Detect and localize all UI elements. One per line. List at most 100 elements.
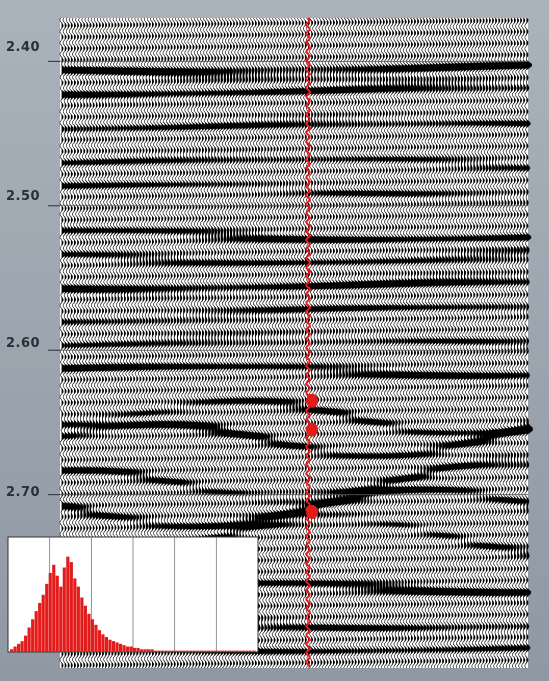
wiggle-trace <box>265 17 273 669</box>
wiggle-trace-fill <box>83 18 90 668</box>
wiggle-trace-fill <box>120 18 128 668</box>
histogram-bar <box>27 627 31 652</box>
wiggle-trace-fill <box>301 18 308 668</box>
wiggle-trace <box>374 17 384 669</box>
wiggle-trace <box>452 17 462 669</box>
wiggle-trace-fill <box>148 18 156 668</box>
histogram-bar <box>69 562 73 652</box>
wiggle-trace <box>383 17 393 669</box>
wiggle-trace-fill <box>86 18 93 668</box>
histogram-bar <box>157 650 161 652</box>
wiggle-trace <box>468 17 478 669</box>
wiggle-trace-fill <box>280 18 287 668</box>
wiggle-trace-fill <box>170 18 177 668</box>
histogram-bar <box>252 650 256 652</box>
wiggle-trace-fill <box>460 18 468 668</box>
wiggle-trace-fill <box>180 18 186 668</box>
wiggle-trace-fill <box>320 18 327 668</box>
histogram-bar <box>171 650 175 652</box>
wiggle-trace <box>480 17 490 669</box>
wiggle-trace-fill <box>495 18 502 668</box>
histogram-bar <box>133 647 137 652</box>
well-trace <box>304 17 312 669</box>
wiggle-trace-fill <box>127 18 134 668</box>
wiggle-trace <box>474 17 484 669</box>
histogram-bar <box>234 650 239 652</box>
time-label-2-60: 2.60 <box>6 336 41 351</box>
wiggle-trace <box>521 17 531 669</box>
wiggle-trace-fill <box>485 18 493 668</box>
wiggle-trace-fill <box>510 18 519 668</box>
wiggle-trace-fill <box>429 18 436 668</box>
histogram-bar <box>199 650 203 652</box>
time-label-2-50: 2.50 <box>6 189 41 204</box>
wiggle-trace <box>465 17 475 669</box>
histogram-bar <box>154 650 158 652</box>
wiggle-trace <box>436 17 446 669</box>
histogram-bar <box>206 650 210 652</box>
wiggle-trace-fill <box>286 18 293 668</box>
wiggle-trace-fill <box>392 18 399 668</box>
histogram-bar <box>147 649 151 652</box>
histogram-bar <box>111 641 116 652</box>
histogram-bar <box>118 643 123 652</box>
wiggle-traces <box>59 17 534 669</box>
wiggle-trace <box>334 17 343 669</box>
wiggle-trace <box>396 17 405 669</box>
wiggle-trace-fill <box>189 18 195 668</box>
wiggle-trace-fill <box>523 18 531 668</box>
wiggle-trace-fill <box>145 18 153 668</box>
well-bright-spot <box>306 505 319 519</box>
wiggle-trace-fill <box>439 18 446 668</box>
wiggle-trace-fill <box>442 18 449 668</box>
histogram-bar <box>20 641 24 652</box>
wiggle-trace-fill <box>142 18 150 668</box>
wiggle-trace-fill <box>454 18 462 668</box>
wiggle-trace-fill <box>426 18 433 668</box>
wiggle-trace-fill <box>164 18 171 668</box>
wiggle-trace <box>514 17 526 669</box>
wiggle-trace <box>402 17 411 669</box>
wiggle-trace <box>412 17 421 668</box>
wiggle-trace <box>274 17 284 669</box>
wiggle-trace-fill <box>105 18 112 668</box>
well-bright-spot <box>306 422 319 437</box>
wiggle-trace <box>293 17 302 669</box>
histogram-bar <box>10 649 14 652</box>
histogram-bar <box>24 635 28 652</box>
wiggle-trace-fill <box>158 18 165 668</box>
wiggle-trace-fill <box>420 18 427 668</box>
wiggle-trace <box>458 17 468 669</box>
wiggle-trace <box>302 17 311 669</box>
wiggle-trace <box>315 17 324 669</box>
wiggle-trace <box>343 17 352 669</box>
wiggle-trace <box>277 17 287 669</box>
histogram-bar <box>220 650 225 652</box>
wiggle-trace-fill <box>283 18 290 668</box>
wiggle-trace-fill <box>70 18 78 668</box>
histogram-bar <box>31 619 35 652</box>
histogram-bar <box>59 586 63 652</box>
wiggle-trace-fill <box>133 18 140 668</box>
wiggle-trace <box>327 17 338 669</box>
wiggle-trace-fill <box>80 18 87 668</box>
histogram-bar <box>104 637 109 652</box>
wiggle-trace <box>508 17 520 669</box>
histogram-bar <box>45 583 49 652</box>
histogram-bar <box>87 613 91 652</box>
wiggle-trace-fill <box>329 18 337 668</box>
wiggle-trace-fill <box>407 18 414 668</box>
histogram-bar <box>108 639 112 652</box>
wiggle-trace-fill <box>130 18 137 668</box>
wiggle-trace-fill <box>423 18 430 668</box>
wiggle-trace <box>349 17 358 669</box>
wiggle-trace-fill <box>292 18 298 668</box>
wiggle-trace <box>290 17 299 669</box>
histogram-bar <box>245 650 249 652</box>
wiggle-trace-fill <box>161 18 168 668</box>
histogram-bar <box>17 643 21 652</box>
wiggle-trace-fill <box>114 18 122 668</box>
wiggle-trace <box>299 17 308 669</box>
wiggle-trace <box>330 17 341 669</box>
histogram-bar <box>90 619 94 652</box>
